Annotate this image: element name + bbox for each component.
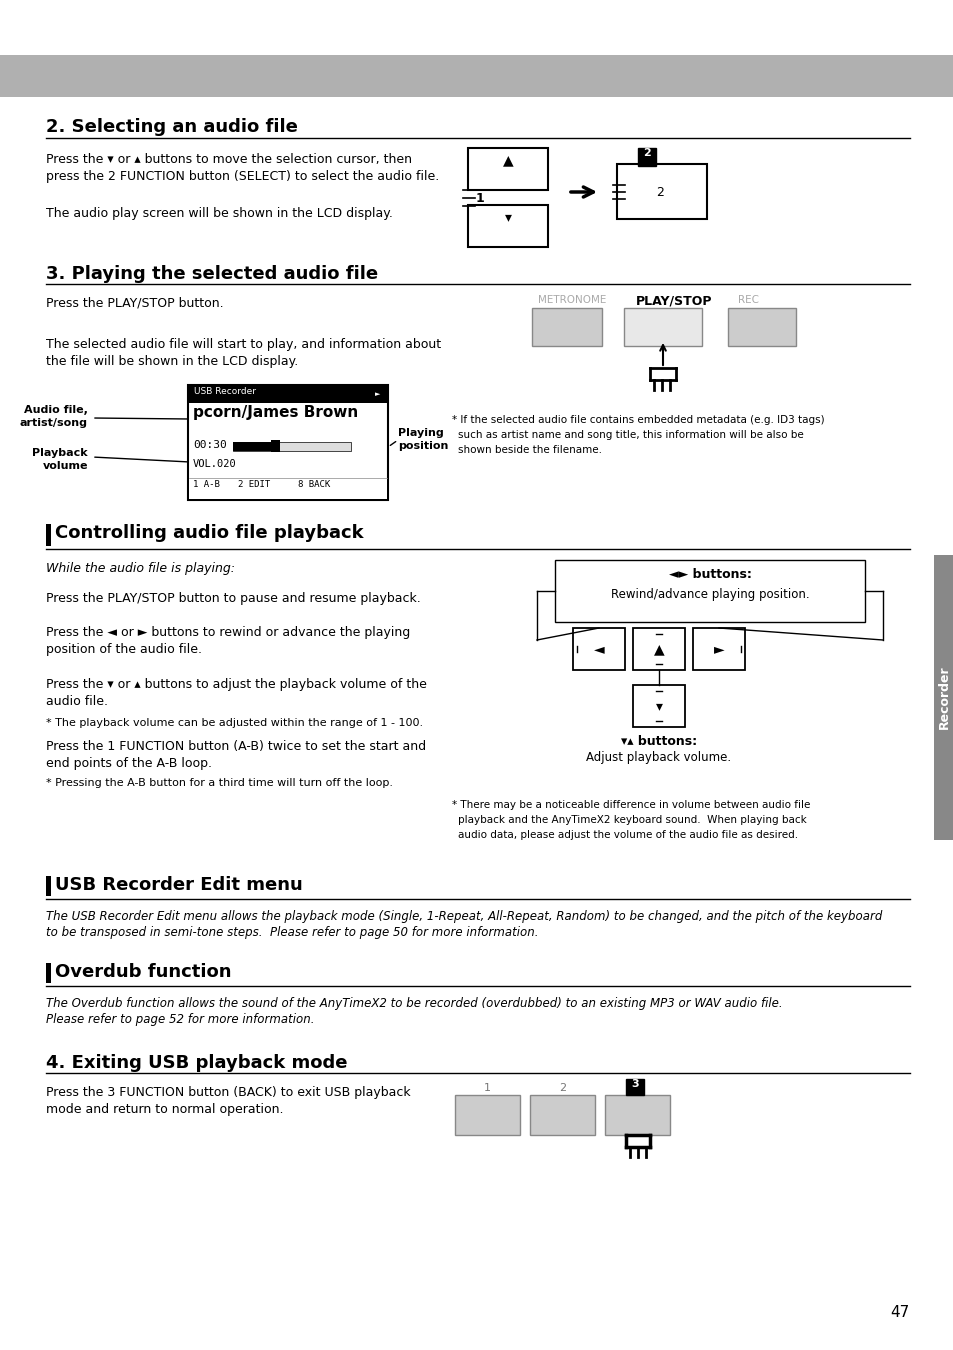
Text: artist/song: artist/song [20,418,88,428]
Text: * There may be a noticeable difference in volume between audio file: * There may be a noticeable difference i… [452,801,809,810]
Text: Please refer to page 52 for more information.: Please refer to page 52 for more informa… [46,1012,314,1026]
Bar [189,386,387,404]
Text: Press the ▾ or ▴ buttons to adjust the playback volume of the: Press the ▾ or ▴ buttons to adjust the p… [46,678,426,691]
Bar [468,205,547,247]
Text: Press the 3 FUNCTION button (BACK) to exit USB playback: Press the 3 FUNCTION button (BACK) to ex… [46,1085,410,1099]
Text: Press the ▾ or ▴ buttons to move the selection cursor, then: Press the ▾ or ▴ buttons to move the sel… [46,153,412,166]
Text: audio data, please adjust the volume of the audio file as desired.: audio data, please adjust the volume of … [457,830,798,840]
Text: ◄: ◄ [593,643,603,656]
Bar [233,441,271,451]
Text: 2: 2 [558,1083,565,1094]
Text: end points of the A-B loop.: end points of the A-B loop. [46,757,212,769]
Text: 47: 47 [890,1305,909,1320]
Text: Rewind/advance playing position.: Rewind/advance playing position. [610,589,808,601]
Bar [46,963,51,983]
Text: Adjust playback volume.: Adjust playback volume. [586,751,731,764]
Bar [271,440,280,452]
Text: the file will be shown in the LCD display.: the file will be shown in the LCD displa… [46,355,298,369]
Bar [933,555,953,840]
Text: Press the PLAY/STOP button.: Press the PLAY/STOP button. [46,297,223,310]
Text: position of the audio file.: position of the audio file. [46,643,202,656]
Bar [455,1095,519,1135]
Bar [188,385,388,500]
Text: METRONOME: METRONOME [537,296,606,305]
Text: 2: 2 [642,148,650,158]
Text: 00:30: 00:30 [193,440,227,450]
Text: mode and return to normal operation.: mode and return to normal operation. [46,1103,283,1116]
Bar [633,628,684,670]
Text: volume: volume [43,460,88,471]
Bar [189,478,387,500]
Text: 2: 2 [656,186,663,200]
Text: Press the PLAY/STOP button to pause and resume playback.: Press the PLAY/STOP button to pause and … [46,593,420,605]
Text: 1: 1 [483,1083,491,1094]
Text: Overdub function: Overdub function [55,963,232,981]
Text: USB Recorder Edit menu: USB Recorder Edit menu [55,876,302,894]
Bar [638,148,656,166]
Text: ►: ► [375,392,380,397]
Text: ▾: ▾ [655,699,661,713]
Text: ▾▴ buttons:: ▾▴ buttons: [620,734,697,748]
Bar [0,55,953,97]
Text: ◄► buttons:: ◄► buttons: [668,568,751,580]
Bar [573,628,624,670]
Text: such as artist name and song title, this information will be also be: such as artist name and song title, this… [457,431,803,440]
Text: playback and the AnyTimeX2 keyboard sound.  When playing back: playback and the AnyTimeX2 keyboard soun… [457,815,806,825]
Text: position: position [397,441,448,451]
Text: ►: ► [713,643,723,656]
Text: The Overdub function allows the sound of the AnyTimeX2 to be recorded (overdubbe: The Overdub function allows the sound of… [46,998,781,1010]
Bar [604,1095,669,1135]
Text: to be transposed in semi-tone steps.  Please refer to page 50 for more informati: to be transposed in semi-tone steps. Ple… [46,926,537,940]
Text: * If the selected audio file contains embedded metadata (e.g. ID3 tags): * If the selected audio file contains em… [452,414,823,425]
Text: PLAY/STOP: PLAY/STOP [636,296,712,308]
Text: 1 A-B: 1 A-B [193,481,219,489]
Text: ▲: ▲ [502,153,513,167]
Text: USB Recorder: USB Recorder [193,387,255,396]
Text: Press the 1 FUNCTION button (A-B) twice to set the start and: Press the 1 FUNCTION button (A-B) twice … [46,740,426,753]
Text: ▲: ▲ [653,643,663,656]
Bar [530,1095,595,1135]
Text: 1: 1 [476,192,484,204]
Bar [617,163,706,219]
Text: VOL.020: VOL.020 [193,459,236,468]
Bar [623,308,701,346]
Text: shown beside the filename.: shown beside the filename. [457,446,601,455]
Bar [233,441,351,451]
Text: 2 EDIT: 2 EDIT [237,481,270,489]
Text: ▾: ▾ [504,211,511,224]
Bar [727,308,795,346]
Text: Press the ◄ or ► buttons to rewind or advance the playing: Press the ◄ or ► buttons to rewind or ad… [46,626,410,639]
Text: * The playback volume can be adjusted within the range of 1 - 100.: * The playback volume can be adjusted wi… [46,718,423,728]
Text: Controlling audio file playback: Controlling audio file playback [55,524,363,541]
Text: The USB Recorder Edit menu allows the playback mode (Single, 1-Repeat, All-Repea: The USB Recorder Edit menu allows the pl… [46,910,882,923]
Bar [532,308,601,346]
Text: Playing: Playing [397,428,443,437]
Text: While the audio file is playing:: While the audio file is playing: [46,562,234,575]
Text: 3: 3 [631,1079,639,1089]
Text: 3. Playing the selected audio file: 3. Playing the selected audio file [46,265,377,284]
Text: The audio play screen will be shown in the LCD display.: The audio play screen will be shown in t… [46,207,393,220]
Text: Recorder: Recorder [937,666,949,729]
Text: 2. Selecting an audio file: 2. Selecting an audio file [46,117,297,136]
Text: audio file.: audio file. [46,695,108,707]
Bar [555,560,864,622]
Bar [468,148,547,190]
Text: 8 BACK: 8 BACK [297,481,330,489]
Text: The selected audio file will start to play, and information about: The selected audio file will start to pl… [46,338,440,351]
Bar [46,524,51,545]
Text: Audio file,: Audio file, [24,405,88,414]
Bar [46,876,51,896]
Text: REC: REC [738,296,759,305]
Text: pcorn/James Brown: pcorn/James Brown [193,405,358,420]
Bar [633,684,684,728]
Text: 4. Exiting USB playback mode: 4. Exiting USB playback mode [46,1054,347,1072]
Bar [692,628,744,670]
Text: Playback: Playback [32,448,88,458]
Text: press the 2 FUNCTION button (SELECT) to select the audio file.: press the 2 FUNCTION button (SELECT) to … [46,170,438,184]
Text: * Pressing the A-B button for a third time will turn off the loop.: * Pressing the A-B button for a third ti… [46,778,393,788]
Bar [625,1079,643,1095]
